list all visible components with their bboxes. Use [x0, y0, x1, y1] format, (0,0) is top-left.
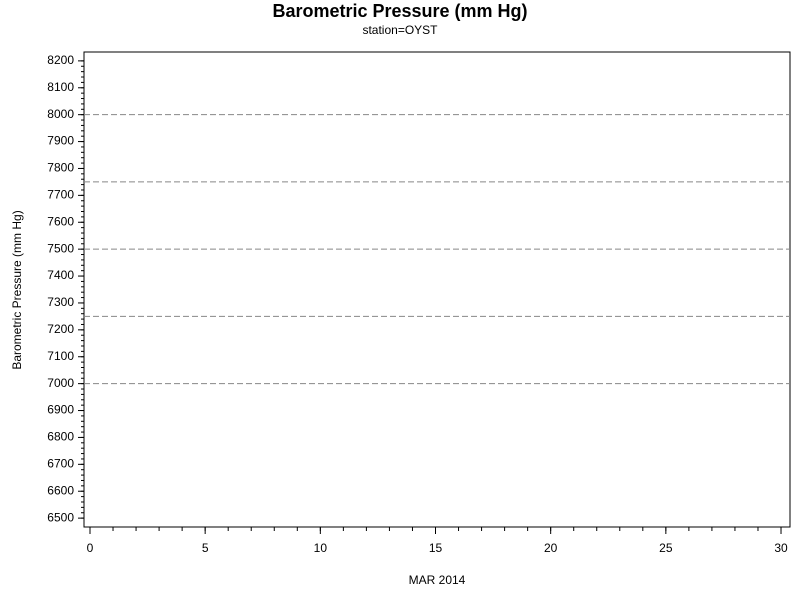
y-tick-label: 6500 — [47, 510, 74, 524]
x-tick-label: 10 — [314, 541, 328, 555]
y-tick-label: 7100 — [47, 349, 74, 363]
x-tick-label: 0 — [87, 541, 94, 555]
plot-frame — [83, 51, 791, 528]
x-tick-label: 5 — [202, 541, 209, 555]
y-tick-label: 8200 — [47, 53, 74, 67]
y-axis-label: Barometric Pressure (mm Hg) — [10, 210, 24, 369]
chart-title: Barometric Pressure (mm Hg) — [272, 1, 527, 21]
y-tick-label: 7300 — [47, 295, 74, 309]
chart-subtitle: station=OYST — [362, 23, 438, 37]
y-tick-label: 7000 — [47, 376, 74, 390]
y-tick-label: 7200 — [47, 322, 74, 336]
x-tick-label: 20 — [544, 541, 558, 555]
y-tick-label: 7600 — [47, 214, 74, 228]
y-tick-label: 6700 — [47, 457, 74, 471]
y-tick-label: 8000 — [47, 107, 74, 121]
y-tick-label: 7800 — [47, 161, 74, 175]
y-tick-label: 8100 — [47, 80, 74, 94]
y-tick-label: 6800 — [47, 430, 74, 444]
x-tick-label: 30 — [774, 541, 788, 555]
y-tick-label: 7900 — [47, 134, 74, 148]
y-tick-label: 6600 — [47, 483, 74, 497]
x-tick-label: 25 — [659, 541, 673, 555]
y-tick-label: 7400 — [47, 268, 74, 282]
y-tick-label: 7700 — [47, 188, 74, 202]
y-tick-label: 7500 — [47, 241, 74, 255]
x-tick-label: 15 — [429, 541, 443, 555]
y-tick-label: 6900 — [47, 403, 74, 417]
x-axis-label: MAR 2014 — [409, 573, 466, 587]
